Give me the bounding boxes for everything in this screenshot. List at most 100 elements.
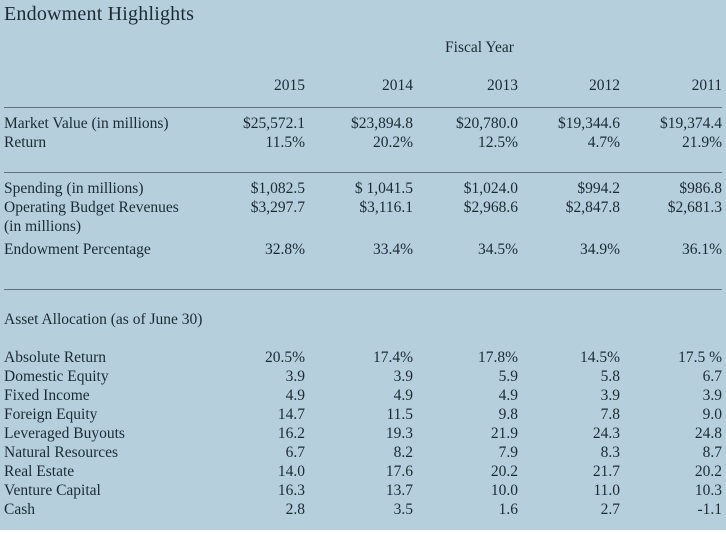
cell-value: $ 1,041.5: [354, 180, 413, 197]
row-label: Spending (in millions): [4, 180, 144, 197]
cell-value: 14.0: [277, 463, 305, 480]
cell-value: 34.5%: [477, 241, 518, 258]
row-label: Absolute Return: [4, 349, 107, 366]
table-row: Spending (in millions) $1,082.5 $ 1,041.…: [4, 179, 722, 198]
table-row: Market Value (in millions) $25,572.1 $23…: [4, 114, 722, 133]
cell-value: 11.5: [386, 406, 413, 423]
table-row: Natural Resources 6.7 8.2 7.9 8.3 8.7: [4, 443, 722, 462]
table-row: Domestic Equity 3.9 3.9 5.9 5.8 6.7: [4, 367, 722, 386]
cell-value: 9.0: [702, 406, 722, 423]
cell-value: $3,116.1: [359, 199, 413, 216]
row-label: Market Value (in millions): [4, 115, 169, 132]
cell-value: 3.9: [600, 387, 620, 404]
cell-value: 17.4%: [372, 349, 413, 366]
cell-value: 24.8: [694, 425, 722, 442]
year-column-2015: 2015: [274, 77, 305, 94]
section-divider: [4, 172, 722, 173]
asset-allocation-section: Absolute Return 20.5% 17.4% 17.8% 14.5% …: [4, 348, 722, 519]
row-label: Endowment Percentage: [4, 241, 151, 258]
cell-value: $19,344.6: [558, 115, 620, 132]
year-column-2013: 2013: [487, 77, 518, 94]
cell-value: 16.3: [277, 482, 305, 499]
cell-value: $20,780.0: [456, 115, 518, 132]
cell-value: 20.2: [490, 463, 518, 480]
cell-value: 32.8%: [264, 241, 305, 258]
year-column-2011: 2011: [691, 77, 722, 94]
cell-value: 21.9: [490, 425, 518, 442]
cell-value: 4.7%: [587, 134, 620, 151]
section-divider: [4, 289, 722, 290]
row-label: Real Estate: [4, 463, 75, 480]
row-label-line-1: Operating Budget Revenues: [4, 199, 179, 216]
cell-value: 12.5%: [477, 134, 518, 151]
cell-value: 14.7: [277, 406, 305, 423]
cell-value: 11.0: [593, 482, 620, 499]
row-label: Cash: [4, 501, 35, 518]
row-label: Return: [4, 134, 47, 151]
cell-value: 4.9: [285, 387, 305, 404]
cell-value: 3.9: [702, 387, 722, 404]
fiscal-year-header: Fiscal Year: [445, 39, 514, 56]
cell-value: 6.7: [702, 368, 722, 385]
table-row: Real Estate 14.0 17.6 20.2 21.7 20.2: [4, 462, 722, 481]
year-column-2014: 2014: [382, 77, 413, 94]
asset-allocation-header: Asset Allocation (as of June 30): [4, 311, 203, 328]
table-row: Operating Budget Revenues (in millions) …: [4, 198, 722, 236]
cell-value: 5.9: [498, 368, 518, 385]
cell-value: 4.9: [393, 387, 413, 404]
cell-value: 3.5: [393, 501, 413, 518]
row-label: Foreign Equity: [4, 406, 98, 423]
year-column-2012: 2012: [589, 77, 620, 94]
cell-value: 20.5%: [264, 349, 305, 366]
table-row: Return 11.5% 20.2% 12.5% 4.7% 21.9%: [4, 133, 722, 152]
row-label: Leveraged Buyouts: [4, 425, 125, 442]
table-row: Fixed Income 4.9 4.9 4.9 3.9 3.9: [4, 386, 722, 405]
row-label-line-2: (in millions): [4, 218, 82, 235]
year-header-row: 2015 2014 2013 2012 2011: [4, 76, 722, 95]
cell-value: $2,681.3: [667, 199, 722, 216]
cell-value: 16.2: [277, 425, 305, 442]
cell-value: 6.7: [285, 444, 305, 461]
cell-value: 8.7: [702, 444, 722, 461]
cell-value: 36.1%: [681, 241, 722, 258]
cell-value: $19,374.4: [660, 115, 722, 132]
cell-value: 10.3: [694, 482, 722, 499]
cell-value: 13.7: [385, 482, 413, 499]
cell-value: 11.5%: [265, 134, 305, 151]
row-label: Domestic Equity: [4, 368, 109, 385]
cell-value: 2.8: [285, 501, 305, 518]
table-row: Absolute Return 20.5% 17.4% 17.8% 14.5% …: [4, 348, 722, 367]
cell-value: $994.2: [577, 180, 620, 197]
cell-value: 3.9: [285, 368, 305, 385]
cell-value: $986.8: [679, 180, 722, 197]
row-label: Venture Capital: [4, 482, 101, 499]
table-row: Cash 2.8 3.5 1.6 2.7 -1.1: [4, 500, 722, 519]
cell-value: 20.2%: [372, 134, 413, 151]
cell-value: 7.8: [600, 406, 620, 423]
cell-value: 14.5%: [579, 349, 620, 366]
cell-value: 19.3: [385, 425, 413, 442]
table-row: Endowment Percentage 32.8% 33.4% 34.5% 3…: [4, 240, 722, 259]
row-label: Fixed Income: [4, 387, 90, 404]
cell-value: 10.0: [490, 482, 518, 499]
cell-value: 8.2: [393, 444, 413, 461]
spending-section: Spending (in millions) $1,082.5 $ 1,041.…: [4, 173, 722, 259]
cell-value: 21.9%: [681, 134, 722, 151]
cell-value: $1,024.0: [463, 180, 518, 197]
cell-value: -1.1: [697, 501, 722, 518]
cell-value: 3.9: [393, 368, 413, 385]
cell-value: 5.8: [600, 368, 620, 385]
cell-value: 4.9: [498, 387, 518, 404]
cell-value: $23,894.8: [351, 115, 413, 132]
cell-value: $2,968.6: [463, 199, 518, 216]
row-label: Operating Budget Revenues (in millions): [4, 198, 201, 236]
cell-value: 7.9: [498, 444, 518, 461]
cell-value: 17.8%: [477, 349, 518, 366]
cell-value: 24.3: [592, 425, 620, 442]
cell-value: 34.9%: [579, 241, 620, 258]
table-row: Venture Capital 16.3 13.7 10.0 11.0 10.3: [4, 481, 722, 500]
cell-value: 20.2: [694, 463, 722, 480]
table-row: Foreign Equity 14.7 11.5 9.8 7.8 9.0: [4, 405, 722, 424]
section-divider: [4, 107, 722, 108]
